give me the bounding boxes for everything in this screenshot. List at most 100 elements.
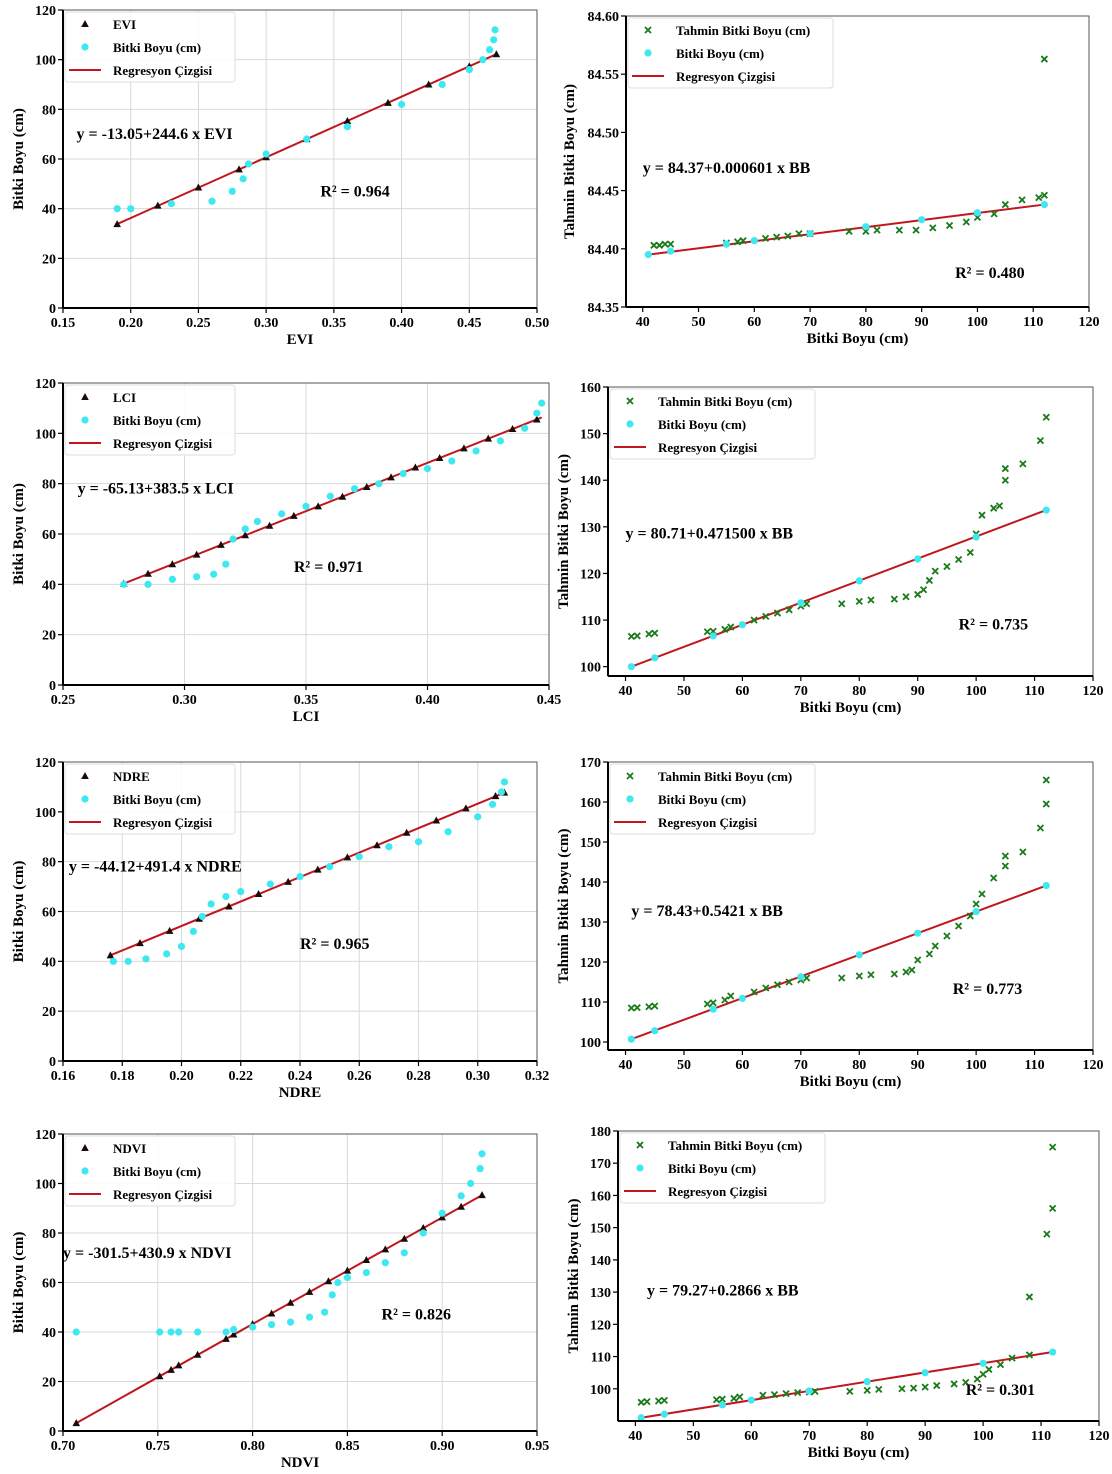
- data-point: [921, 1383, 929, 1391]
- data-point: [750, 237, 758, 245]
- data-point: [914, 590, 922, 599]
- data-point: [397, 100, 406, 108]
- data-point: [773, 609, 782, 617]
- y-tick-label: 120: [35, 377, 56, 392]
- data-point: [154, 201, 162, 209]
- data-point: [654, 1397, 663, 1405]
- y-tick-label: 150: [580, 428, 601, 443]
- legend-label: Bitki Boyu (cm): [658, 417, 746, 432]
- data-point: [1001, 862, 1009, 870]
- legend-marker-triangle: [81, 20, 89, 27]
- x-tick-label: 90: [911, 1058, 925, 1073]
- y-axis-label: Tahmin Bitki Boyu (cm): [556, 829, 572, 984]
- x-tick-label: 50: [677, 1058, 691, 1073]
- y-tick-label: 130: [590, 1286, 611, 1301]
- data-point: [362, 1255, 371, 1263]
- data-point: [381, 1259, 389, 1267]
- x-tick-label: 0.30: [254, 316, 279, 331]
- data-point: [278, 510, 286, 518]
- legend: NDRE Bitki Boyu (cm) Regresyon Çizgisi: [64, 763, 236, 835]
- data-point: [1040, 200, 1048, 209]
- data-point: [411, 463, 420, 471]
- x-tick-label: 0.16: [51, 1069, 76, 1084]
- data-point: [168, 560, 177, 568]
- x-tick-label: 100: [967, 315, 988, 330]
- legend-label: LCI: [113, 390, 136, 405]
- data-point: [490, 36, 498, 44]
- data-point: [667, 247, 675, 255]
- x-tick-label: 0.30: [172, 693, 197, 708]
- y-tick-label: 110: [581, 614, 601, 629]
- y-tick-label: 80: [42, 478, 56, 493]
- data-point: [925, 950, 934, 958]
- y-tick-label: 130: [580, 916, 601, 931]
- data-point: [521, 424, 529, 432]
- y-tick-label: 120: [35, 4, 56, 19]
- data-point: [721, 996, 729, 1004]
- data-point: [703, 1000, 711, 1008]
- chart-panel-8: 40 50 60 70 80 90 100 110 120 100 110 120 130 140 150 1…: [566, 1125, 1110, 1461]
- data-point: [444, 828, 452, 836]
- data-point: [730, 1394, 738, 1403]
- data-point: [770, 1390, 779, 1399]
- data-point: [863, 1378, 871, 1386]
- y-tick-label: 60: [42, 906, 56, 921]
- data-point: [805, 1387, 813, 1395]
- data-point: [207, 900, 215, 908]
- legend-label: Tahmin Bitki Boyu (cm): [668, 1138, 802, 1153]
- legend-box: [64, 763, 236, 835]
- x-tick-label: 0.20: [118, 316, 143, 331]
- data-point: [784, 232, 792, 240]
- data-point: [914, 929, 922, 937]
- x-tick-label: 0.70: [51, 1439, 76, 1454]
- data-point: [785, 606, 793, 614]
- y-tick-label: 140: [580, 876, 601, 891]
- data-point: [343, 123, 351, 131]
- data-point: [979, 1359, 987, 1367]
- legend-marker-x: [644, 26, 652, 34]
- data-point: [239, 175, 247, 183]
- x-tick-label: 60: [735, 684, 749, 699]
- y-tick-label: 160: [580, 381, 601, 396]
- data-point: [266, 880, 274, 888]
- chart-panel-2: 40 50 60 70 80 90 100 110 120 84.35 84.40 84.45 84.5…: [562, 10, 1100, 347]
- data-point: [759, 1391, 767, 1399]
- x-tick-label: 0.25: [51, 693, 76, 708]
- x-tick-label: 80: [859, 315, 873, 330]
- legend-marker-x: [626, 772, 634, 780]
- data-point: [448, 457, 456, 465]
- data-point: [973, 1375, 981, 1383]
- data-point: [747, 1396, 755, 1404]
- data-point: [362, 1269, 370, 1277]
- data-point: [666, 240, 675, 248]
- y-tick-label: 120: [35, 1128, 56, 1143]
- x-tick-label: 0.95: [525, 1439, 550, 1454]
- legend-label: Bitki Boyu (cm): [113, 1164, 201, 1179]
- data-point: [381, 1245, 390, 1253]
- y-axis-label: Bitki Boyu (cm): [11, 1232, 27, 1334]
- y-tick-label: 100: [35, 54, 56, 69]
- legend-label: Bitki Boyu (cm): [113, 40, 201, 55]
- data-point: [773, 981, 782, 989]
- data-point: [990, 874, 998, 882]
- y-tick-label: 0: [49, 1055, 56, 1070]
- data-point: [995, 502, 1004, 510]
- data-point: [265, 521, 274, 529]
- y-axis-label: Tahmin Bitki Boyu (cm): [566, 1199, 582, 1354]
- data-point: [225, 902, 233, 910]
- legend: Tahmin Bitki Boyu (cm) Bitki Boyu (cm) Reg…: [627, 17, 834, 89]
- y-axis-label: Bitki Boyu (cm): [11, 861, 27, 963]
- data-point: [326, 492, 334, 500]
- data-point: [497, 788, 506, 796]
- data-point: [1043, 1230, 1051, 1238]
- data-point: [637, 1398, 645, 1406]
- x-tick-label: 0.50: [525, 316, 550, 331]
- x-tick-label: 60: [735, 1058, 749, 1073]
- data-point: [733, 238, 742, 246]
- x-tick-label: 120: [1083, 1058, 1104, 1073]
- legend: LCI Bitki Boyu (cm) Regresyon Çizgisi: [64, 384, 236, 456]
- data-point: [230, 1325, 238, 1334]
- data-point: [479, 56, 487, 64]
- data-point: [229, 1330, 238, 1338]
